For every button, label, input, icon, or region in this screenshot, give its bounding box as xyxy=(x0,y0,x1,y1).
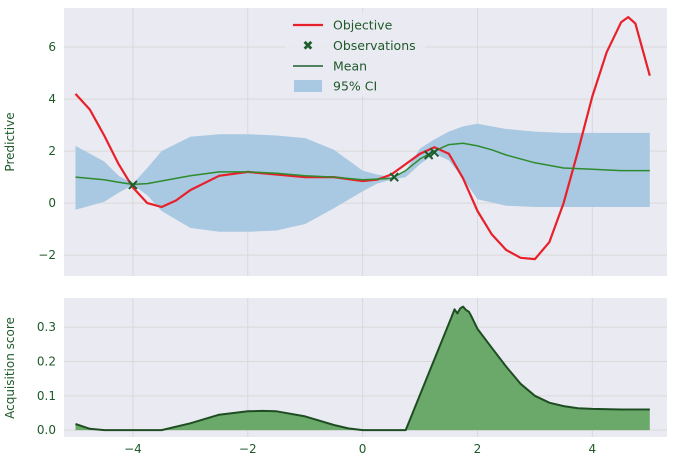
legend-mean-label: Mean xyxy=(333,59,367,74)
legend-observations-label: Observations xyxy=(333,38,416,53)
x-tick-label: 2 xyxy=(474,442,482,456)
legend-ci-label: 95% CI xyxy=(333,79,377,94)
objective-line xyxy=(74,16,651,261)
acquisition-area xyxy=(75,305,650,432)
y-tick-label: 0.0 xyxy=(37,423,56,437)
legend-ci-swatch xyxy=(294,80,322,92)
observation-point xyxy=(429,147,440,158)
x-tick-label: −2 xyxy=(239,442,257,456)
y-tick-label: 0.1 xyxy=(37,389,56,403)
acquisition-fill xyxy=(75,306,650,431)
observation-point xyxy=(423,150,434,160)
acquisition-panel: 0.0 0.1 0.2 0.3 −4 −2 0 2 4 Acquisition score xyxy=(3,298,667,456)
predictive-y-axis-label: Predictive xyxy=(3,112,17,171)
legend: Objective ✖ Observations Mean 95% CI xyxy=(285,12,425,96)
observation-markers xyxy=(128,147,440,190)
observation-point xyxy=(389,172,399,182)
acquisition-y-tick-labels: 0.0 0.1 0.2 0.3 xyxy=(37,320,56,437)
y-tick-label: 0.3 xyxy=(37,320,56,334)
acquisition-curve xyxy=(75,305,650,432)
observation-point xyxy=(128,180,138,190)
y-tick-label: 0 xyxy=(48,196,56,210)
predictive-y-tick-labels: −2 0 2 4 6 xyxy=(38,40,56,262)
legend-objective-label: Objective xyxy=(333,18,393,33)
y-tick-label: 6 xyxy=(48,40,56,54)
x-tick-label: −4 xyxy=(124,442,142,456)
confidence-band xyxy=(75,123,650,232)
y-tick-label: −2 xyxy=(38,248,56,262)
y-tick-label: 0.2 xyxy=(37,354,56,368)
predictive-panel: −2 0 2 4 6 Predictive Objective ✖ Observatio… xyxy=(3,8,667,276)
legend-box xyxy=(285,12,425,96)
mean-line xyxy=(75,142,650,186)
acquisition-y-axis-label: Acquisition score xyxy=(3,317,17,419)
ci-band xyxy=(75,123,650,232)
legend-observations-marker: ✖ xyxy=(303,39,314,54)
x-tick-labels: −4 −2 0 2 4 xyxy=(124,442,596,456)
y-tick-label: 4 xyxy=(48,92,56,106)
x-tick-label: 4 xyxy=(589,442,597,456)
y-tick-label: 2 xyxy=(48,144,56,158)
x-tick-label: 0 xyxy=(359,442,367,456)
mean-curve xyxy=(75,142,650,186)
objective-curve xyxy=(74,16,651,261)
